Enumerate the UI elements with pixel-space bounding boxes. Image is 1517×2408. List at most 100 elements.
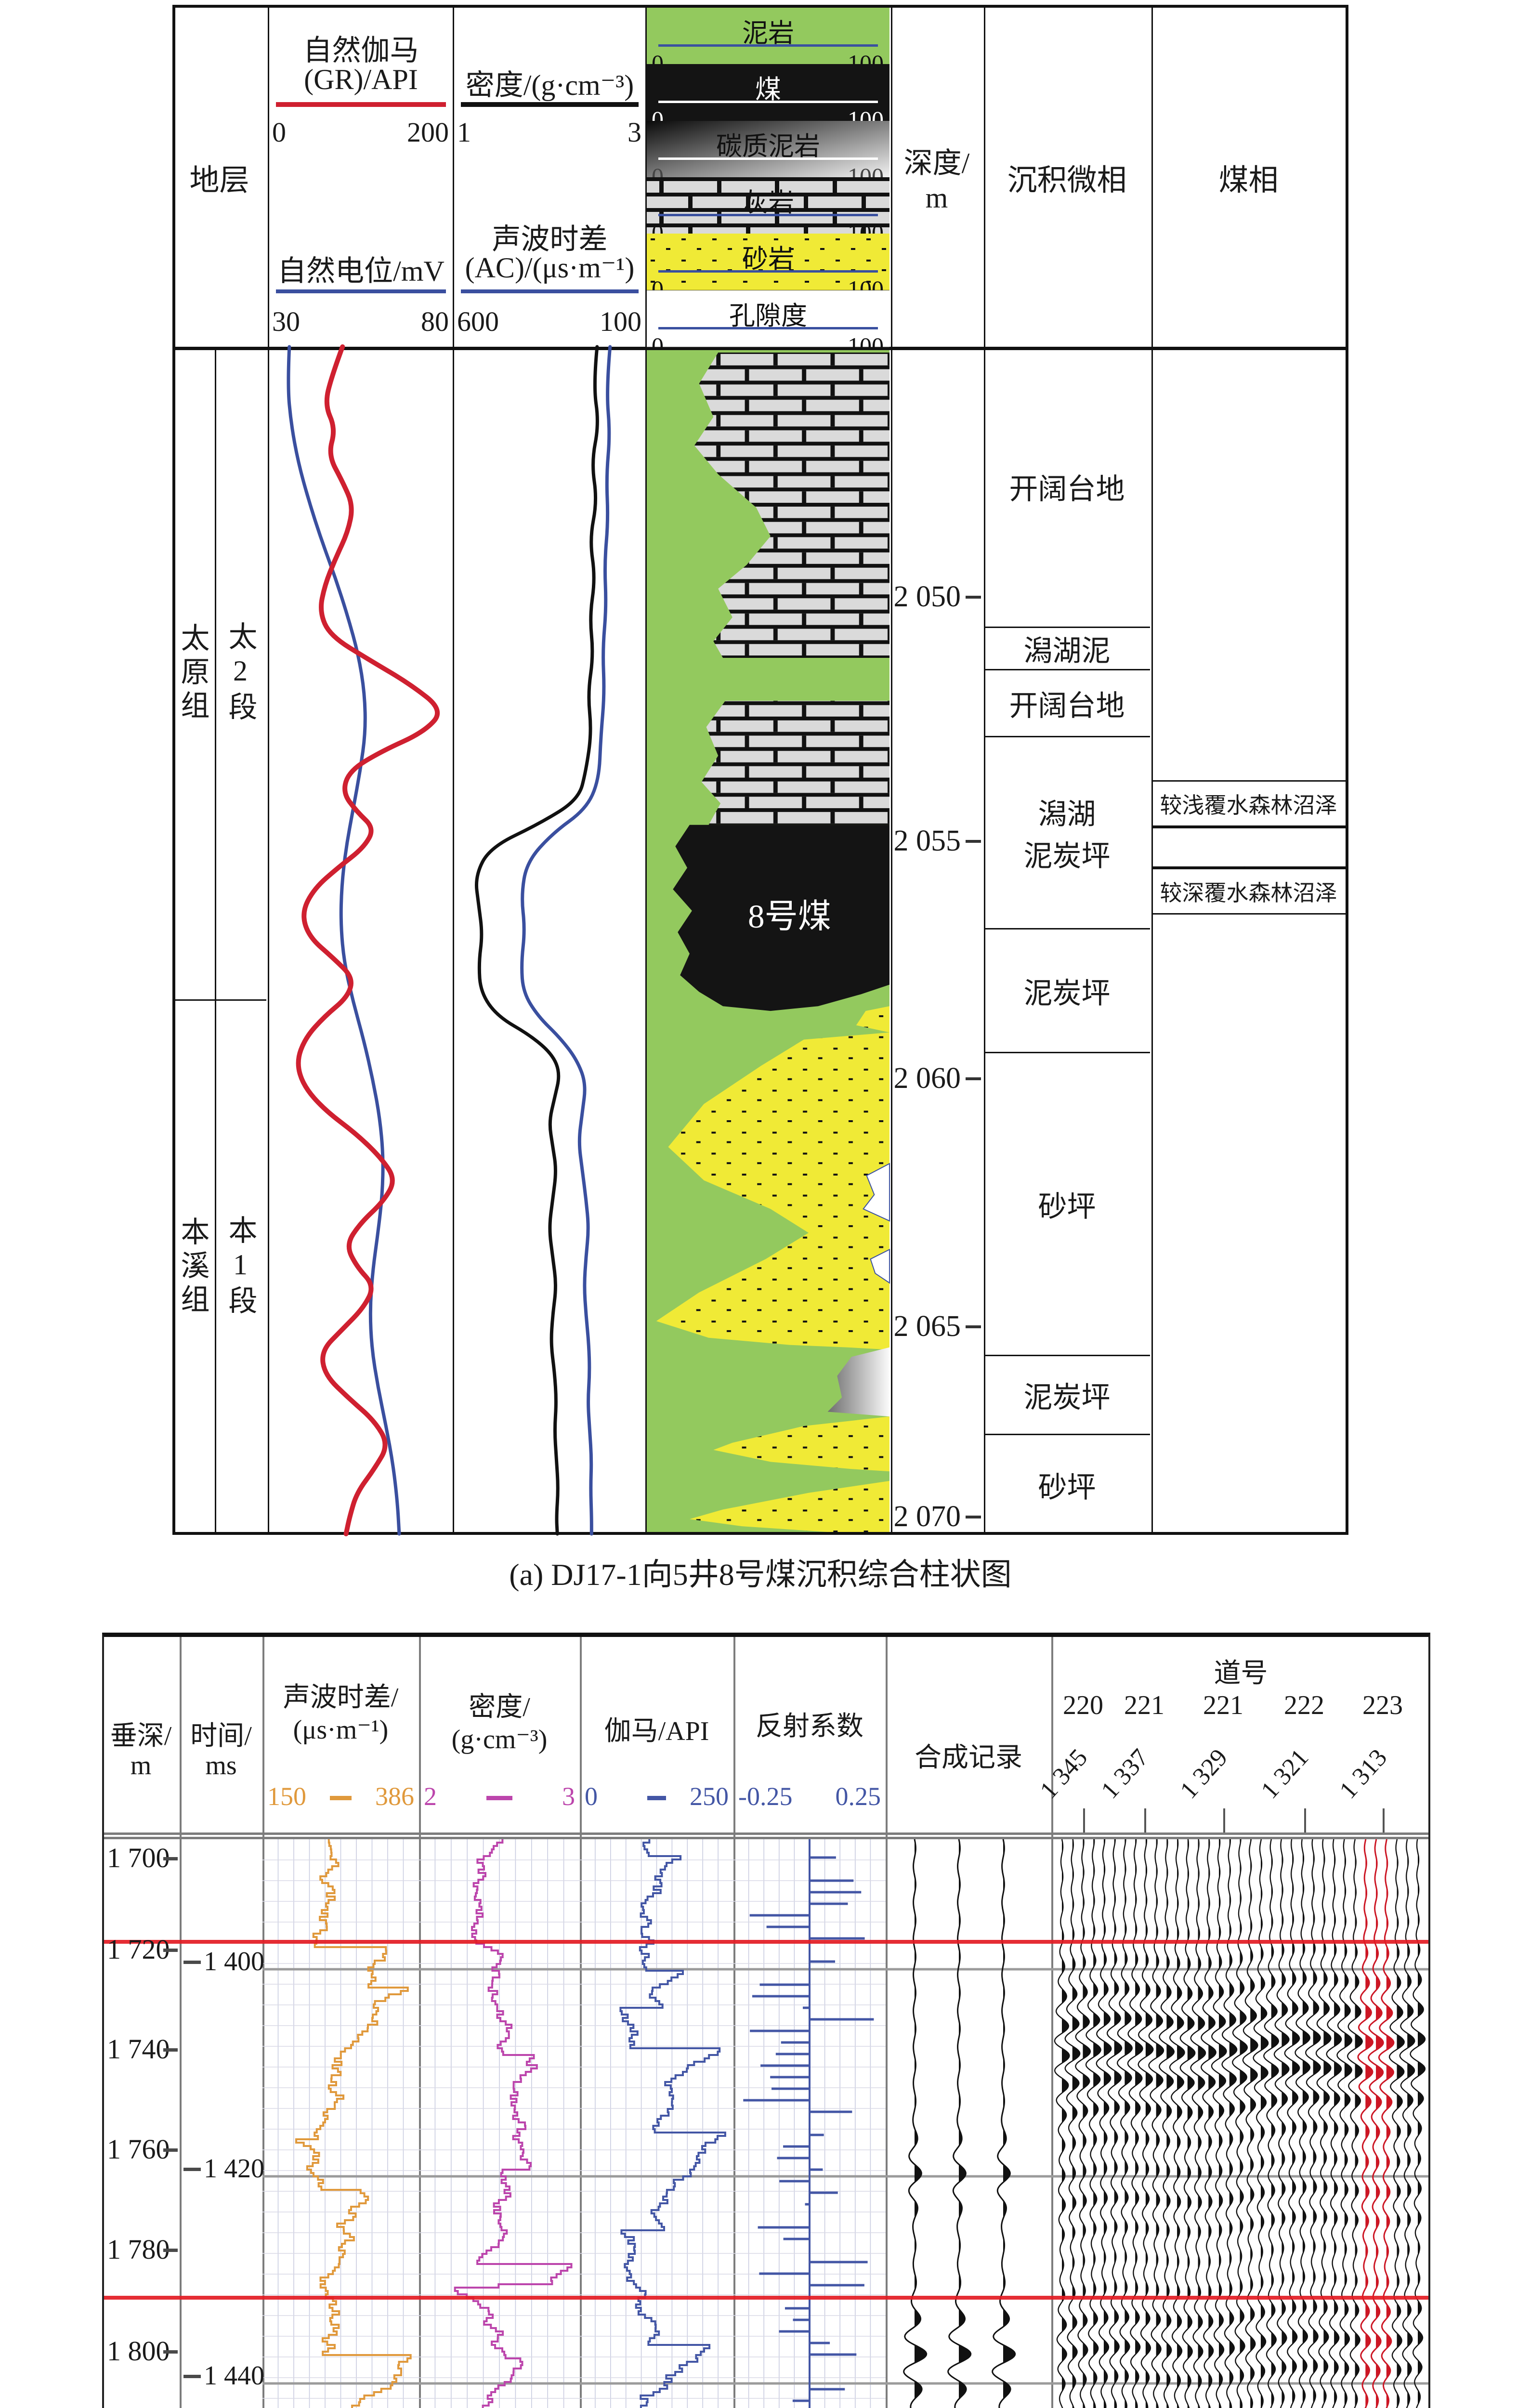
legend-scale-line [658, 214, 878, 216]
scale-min: -0.25 [738, 1782, 793, 1811]
lithology-column: 8号煤 [647, 350, 890, 1532]
col-border [215, 347, 216, 1532]
strata-member: 本1段 [224, 1215, 256, 1319]
legend-item-4: 砂岩 0 100 [647, 234, 889, 302]
col-title: 合成记录 [915, 1743, 1022, 1773]
trace-value: 1 313 [1334, 1743, 1393, 1805]
den-min: 1 [457, 117, 471, 148]
strata-member: 太2段 [224, 621, 256, 725]
legend-name: 孔隙度 [729, 301, 807, 330]
gr-max: 200 [407, 117, 449, 148]
trace-number: 221 [1124, 1690, 1164, 1720]
col-border [886, 1637, 888, 2408]
den-scale-line [461, 102, 639, 107]
scale-max: 0.25 [835, 1782, 881, 1811]
coalfacies-header: 煤相 [1218, 164, 1279, 197]
depth-tick-label: 2 065 [893, 1310, 961, 1343]
strata-group: 本溪组 [177, 1217, 209, 1318]
sp-min: 30 [272, 306, 300, 337]
b-depth-dash [163, 1949, 178, 1952]
depth-tick-dash [966, 596, 981, 599]
col-title: 道号 [1214, 1659, 1268, 1688]
gr-scale-line [276, 102, 446, 107]
gr-min: 0 [272, 117, 286, 148]
depth-tick-dash [966, 1077, 981, 1080]
microfacies-row: 砂坪 [984, 1053, 1150, 1356]
microfacies-row: 泥炭坪 [984, 929, 1150, 1053]
trace-value: 1 321 [1255, 1743, 1314, 1805]
depth-tick-label: 2 070 [893, 1500, 961, 1533]
depth-tick-label: 2 055 [893, 824, 961, 857]
legend-item-0: 泥岩 0 100 [647, 8, 889, 77]
col-border [580, 1637, 582, 2408]
col-border [984, 8, 985, 1532]
trace-number: 223 [1362, 1690, 1403, 1720]
scale-max: 386 [375, 1782, 414, 1811]
coalfacies-row: 较深覆水森林沼泽 [1151, 868, 1346, 915]
b-depth-label: 1 760 [107, 2133, 170, 2165]
b-time-label: 1 440 [204, 2361, 264, 2391]
col-title: ms [205, 1751, 237, 1780]
sp-max: 80 [421, 306, 449, 337]
strata-group: 太原组 [177, 622, 209, 724]
col-title: (μs·m⁻¹) [293, 1715, 389, 1745]
trace-tick [1144, 1808, 1146, 1832]
col-border [891, 8, 892, 1532]
microfacies-row: 开阔台地 [984, 670, 1150, 737]
col-title: (g·cm⁻³) [451, 1725, 548, 1754]
header-body-divider [104, 1832, 1428, 1839]
col-border [453, 8, 454, 1532]
microfacies-row: 潟湖泥 [984, 628, 1150, 670]
col-title: 伽马/API [604, 1716, 709, 1746]
b-depth-label: 1 740 [107, 2033, 170, 2065]
b-depth-label: 1 700 [107, 1842, 170, 1873]
legend-scale-line [658, 44, 878, 47]
ac-min: 600 [457, 306, 499, 337]
b-time-dash [183, 2168, 201, 2171]
b-depth-label: 1 720 [107, 1934, 170, 1965]
coalfacies-row [1151, 827, 1346, 868]
scale-line [330, 1796, 352, 1800]
trace-tick [1223, 1808, 1225, 1832]
scale-min: 2 [424, 1782, 437, 1811]
ac-title-1: 声波时差 [492, 223, 608, 255]
scale-max: 3 [562, 1782, 575, 1811]
coal-seam-label: 8号煤 [748, 898, 831, 935]
col-border [268, 8, 269, 1532]
stratum-header: 地层 [189, 164, 249, 197]
panel-b-body-plot [104, 1839, 1428, 2408]
col-border [733, 1637, 735, 2408]
ac-max: 100 [600, 306, 641, 337]
scale-max: 250 [690, 1782, 729, 1811]
b-time-label: 1 400 [204, 1947, 264, 1976]
caption-a: (a) DJ17-1向5井8号煤沉积综合柱状图 [509, 1557, 1012, 1592]
col-border [1051, 1637, 1053, 2408]
b-depth-dash [163, 2350, 178, 2354]
gr-title-1: 自然伽马 [303, 35, 419, 66]
trace-tick [1383, 1808, 1385, 1832]
coalfacies-row: 较浅覆水森林沼泽 [1151, 780, 1346, 827]
legend-item-2: 碳质泥岩 0 100 [647, 120, 889, 190]
sp-scale-line [276, 289, 446, 293]
legend-swatch [647, 234, 889, 290]
col-title: 密度/ [469, 1692, 530, 1722]
b-depth-dash [163, 2048, 178, 2052]
depth-tick-label: 2 060 [893, 1062, 961, 1095]
b-depth-dash [163, 2148, 178, 2152]
strata-divider [172, 999, 266, 1001]
header-body-border [175, 347, 1346, 350]
col-title: 反射系数 [756, 1712, 863, 1741]
panel-a-log-curves [287, 344, 612, 1536]
trace-tick [1304, 1808, 1306, 1832]
gr-title-2: (GR)/API [304, 64, 418, 95]
trace-tick [1083, 1808, 1085, 1832]
b-time-label: 1 420 [204, 2154, 264, 2184]
legend-swatch [647, 64, 889, 121]
sp-title: 自然电位/mV [277, 255, 445, 287]
panel-a-stratigraphic-column: 地层 自然伽马 (GR)/API 0 200 自然电位/mV 30 80 密度/(g·cm⁻³)… [172, 5, 1348, 1536]
col-border [1151, 8, 1153, 1532]
col-border [645, 8, 647, 1532]
legend-swatch [647, 177, 889, 234]
den-max: 3 [628, 117, 641, 148]
scale-min: 0 [585, 1782, 598, 1811]
